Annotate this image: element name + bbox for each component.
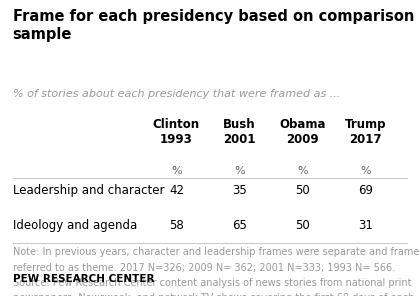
Text: 58: 58: [169, 219, 184, 232]
Text: PEW RESEARCH CENTER: PEW RESEARCH CENTER: [13, 274, 154, 284]
Text: newspapers, Newsweek, and network TV shows covering the first 60 days of each: newspapers, Newsweek, and network TV sho…: [13, 293, 414, 296]
Text: 35: 35: [232, 184, 247, 197]
Text: 50: 50: [295, 184, 310, 197]
Text: 50: 50: [295, 219, 310, 232]
Text: Obama
2009: Obama 2009: [279, 118, 326, 147]
Text: %: %: [171, 166, 182, 176]
Text: Note: In previous years, character and leadership frames were separate and frame: Note: In previous years, character and l…: [13, 247, 420, 257]
Text: Trump
2017: Trump 2017: [345, 118, 386, 147]
Text: Clinton
1993: Clinton 1993: [153, 118, 200, 147]
Text: %: %: [360, 166, 371, 176]
Text: 69: 69: [358, 184, 373, 197]
Text: 31: 31: [358, 219, 373, 232]
Text: 42: 42: [169, 184, 184, 197]
Text: Source: Pew Research Center content analysis of news stories from national print: Source: Pew Research Center content anal…: [13, 278, 411, 288]
Text: 65: 65: [232, 219, 247, 232]
Text: % of stories about each presidency that were framed as ...: % of stories about each presidency that …: [13, 89, 340, 99]
Text: Ideology and agenda: Ideology and agenda: [13, 219, 137, 232]
Text: Bush
2001: Bush 2001: [223, 118, 256, 147]
Text: Frame for each presidency based on comparison
sample: Frame for each presidency based on compa…: [13, 9, 414, 42]
Text: referred to as theme. 2017 N=326; 2009 N= 362; 2001 N=333; 1993 N= 566.: referred to as theme. 2017 N=326; 2009 N…: [13, 263, 395, 273]
Text: %: %: [297, 166, 308, 176]
Text: Leadership and character: Leadership and character: [13, 184, 164, 197]
Text: %: %: [234, 166, 245, 176]
